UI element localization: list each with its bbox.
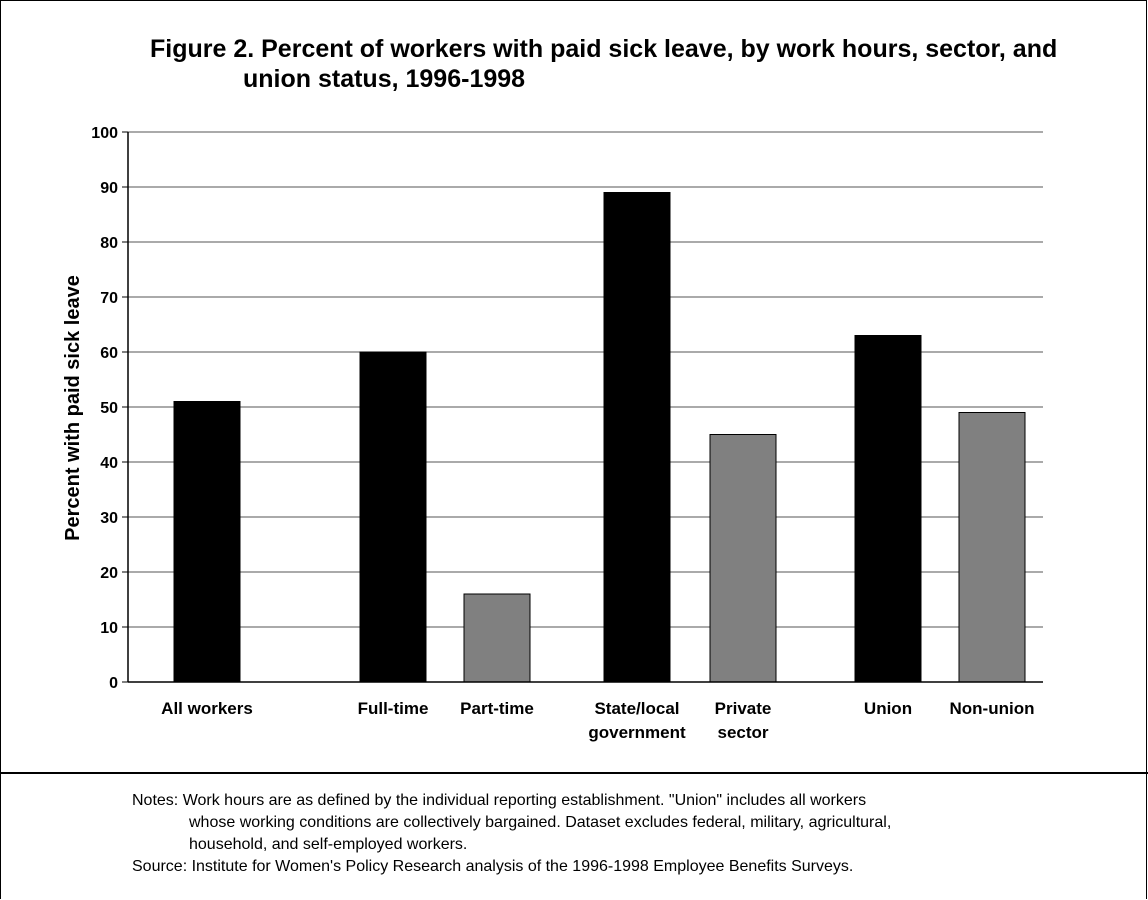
x-category-label: sector [717, 723, 768, 742]
y-axis-ticks: 0 10 20 30 40 50 60 70 80 90 100 [91, 125, 128, 692]
notes-line-3: household, and self-employed workers. [189, 836, 468, 853]
bar-non-union [958, 412, 1026, 683]
x-category-label: Union [864, 699, 912, 718]
y-tick-label: 100 [91, 125, 118, 142]
x-axis-categories: All workers Full-time Part-time State/local… [161, 699, 1034, 742]
x-category-label: Non-union [950, 699, 1035, 718]
y-tick-label: 30 [100, 510, 118, 527]
notes-block: Notes: Work hours are as defined by the … [132, 790, 1072, 878]
bar-all-workers [173, 401, 241, 683]
y-tick-label: 60 [100, 345, 118, 362]
x-category-label: Private [715, 699, 772, 718]
axes [127, 132, 1043, 683]
notes-line-1: Notes: Work hours are as defined by the … [132, 792, 867, 809]
x-category-label: government [588, 723, 686, 742]
y-tick-label: 40 [100, 455, 118, 472]
y-tick-label: 50 [100, 400, 118, 417]
notes-line-2: whose working conditions are collectivel… [189, 814, 892, 831]
bar-chart: 0 10 20 30 40 50 60 70 80 90 100 All workers Full-t… [62, 125, 1043, 742]
chart-title-line-2: union status, 1996-1998 [243, 65, 526, 93]
y-tick-label: 10 [100, 620, 118, 637]
y-tick-label: 70 [100, 290, 118, 307]
chart-title-line-1: Figure 2. Percent of workers with paid s… [150, 35, 1058, 63]
source-line: Source: Institute for Women's Policy Res… [132, 858, 854, 875]
notes-divider [0, 772, 1148, 774]
bar-full-time [359, 351, 427, 683]
x-category-label: All workers [161, 699, 253, 718]
bar-private-sector [709, 434, 777, 683]
y-tick-label: 90 [100, 180, 118, 197]
x-category-label: Part-time [460, 699, 534, 718]
chart-title: Figure 2. Percent of workers with paid s… [150, 34, 1100, 94]
bar-state-local-government [603, 192, 671, 683]
y-tick-label: 0 [109, 675, 118, 692]
bars [173, 192, 1026, 683]
bar-part-time [463, 593, 531, 683]
y-tick-label: 80 [100, 235, 118, 252]
y-tick-label: 20 [100, 565, 118, 582]
y-axis-label: Percent with paid sick leave [62, 275, 84, 541]
x-category-label: State/local [594, 699, 679, 718]
x-category-label: Full-time [358, 699, 429, 718]
bar-union [854, 335, 922, 683]
